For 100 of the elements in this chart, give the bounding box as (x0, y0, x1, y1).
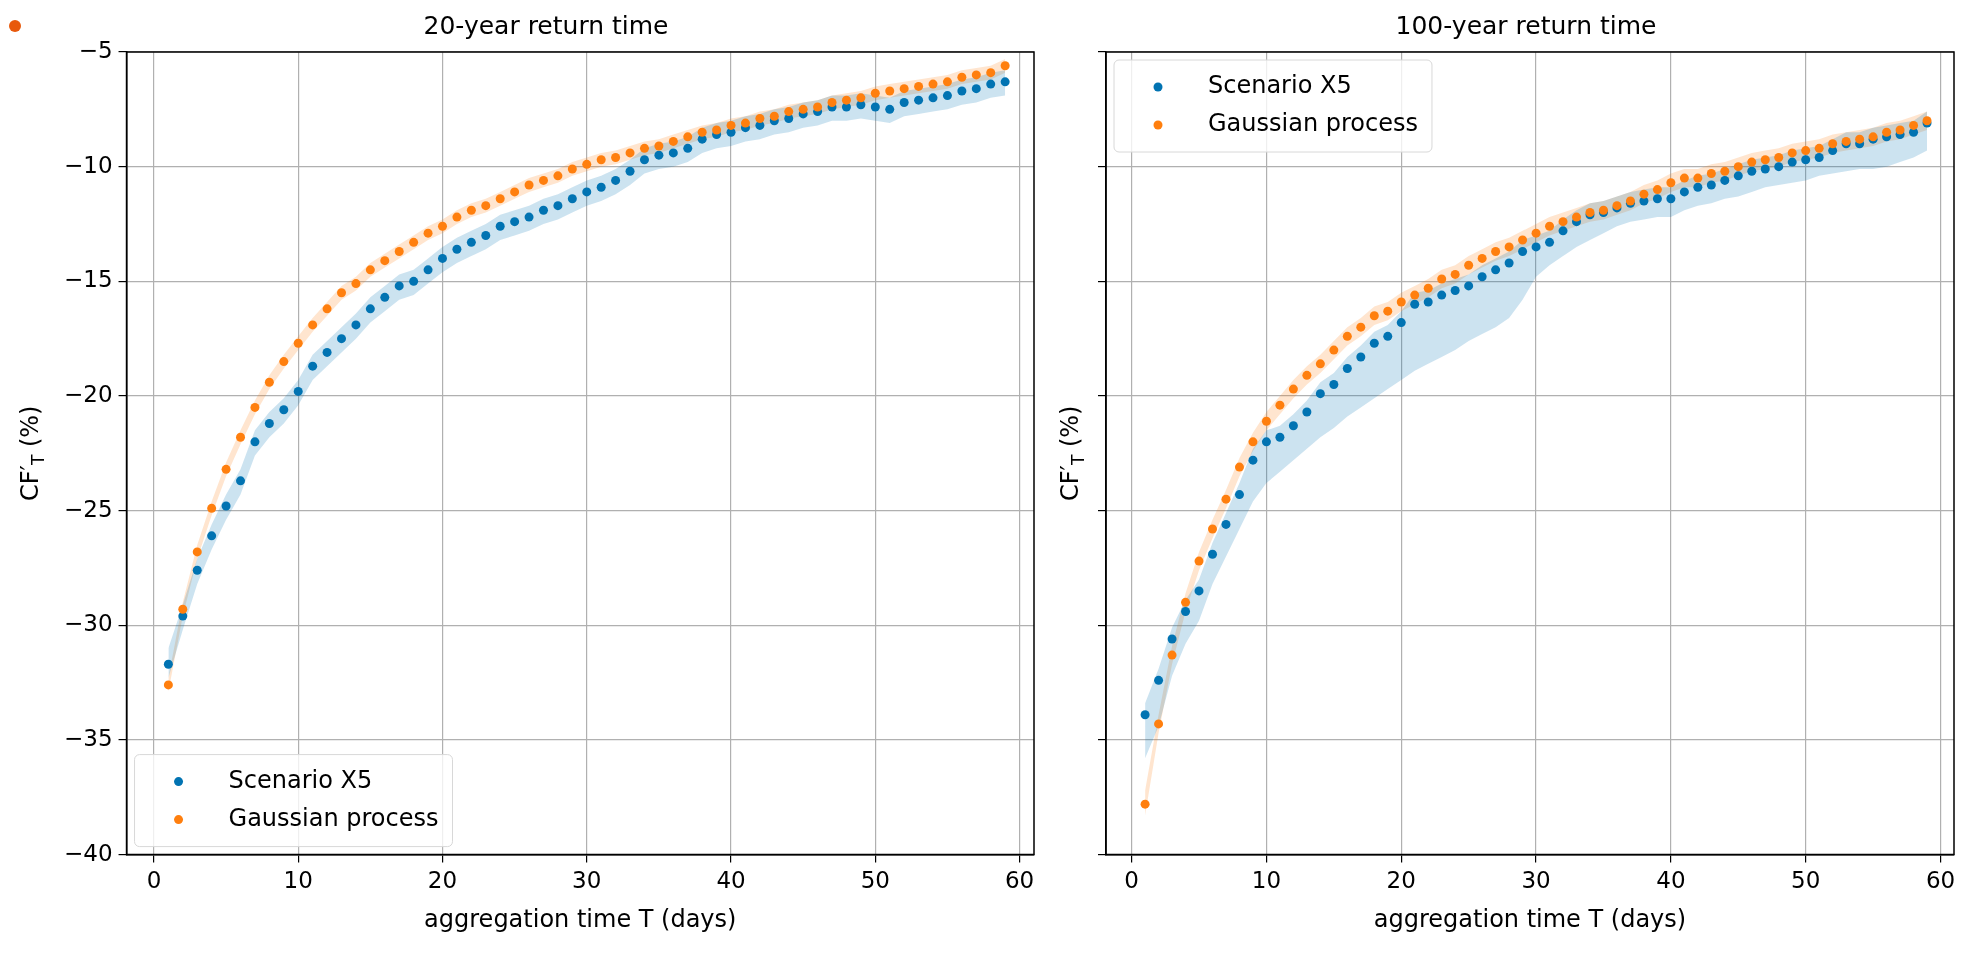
point (1814, 143, 1824, 153)
point (1396, 318, 1406, 328)
point (452, 244, 462, 254)
point (971, 84, 981, 94)
point (452, 212, 462, 222)
y-tick-label: −10 (63, 151, 113, 178)
point (221, 464, 231, 474)
point (639, 143, 649, 153)
point (1801, 155, 1811, 165)
point (538, 175, 548, 185)
point (1167, 634, 1177, 644)
legend-label: Gaussian process (1208, 109, 1418, 138)
point (1747, 166, 1757, 176)
point (899, 84, 909, 94)
x-tick-label: 20 (427, 867, 458, 894)
point (322, 304, 332, 314)
point (1666, 194, 1676, 204)
y-tick-label: −5 (78, 36, 113, 63)
point (1234, 490, 1244, 500)
point (207, 531, 217, 541)
point (841, 95, 851, 105)
point (365, 304, 375, 314)
point (942, 77, 952, 87)
point (351, 320, 361, 330)
point (1882, 127, 1892, 137)
point (1760, 155, 1770, 165)
point (1154, 675, 1164, 685)
point (553, 201, 563, 211)
point (1787, 148, 1797, 158)
point (1140, 799, 1150, 809)
point (1275, 400, 1285, 410)
x-tick-label: 40 (1656, 867, 1686, 894)
point (437, 253, 447, 263)
y-tick-label: −25 (63, 495, 113, 522)
point (1450, 285, 1460, 295)
point (1504, 258, 1514, 268)
point (1909, 120, 1919, 130)
point (813, 102, 823, 112)
point (769, 111, 779, 121)
point (481, 230, 491, 240)
point (683, 132, 693, 142)
point (928, 93, 938, 103)
x-tick-label: 40 (716, 867, 746, 894)
point (423, 265, 433, 275)
point (1410, 290, 1420, 300)
point (1315, 389, 1325, 399)
point (712, 125, 722, 135)
point (1167, 650, 1177, 660)
point (293, 338, 303, 348)
point (250, 402, 260, 412)
point (1693, 173, 1703, 183)
point (178, 604, 188, 614)
point (423, 228, 433, 238)
point (914, 81, 924, 91)
point (524, 180, 534, 190)
point (264, 418, 274, 428)
point (986, 68, 996, 78)
point (1248, 455, 1258, 465)
point (1356, 352, 1366, 362)
point (1909, 127, 1919, 137)
point (1518, 247, 1528, 256)
x-tick-label: 60 (1925, 867, 1956, 894)
x-tick-label: 30 (1521, 867, 1551, 894)
point (755, 114, 765, 123)
point (1895, 125, 1905, 135)
point (654, 141, 664, 151)
point (250, 437, 260, 447)
point (510, 187, 520, 197)
point (668, 136, 678, 146)
point (885, 104, 895, 114)
point (596, 182, 606, 192)
point (1531, 228, 1541, 238)
y-tick-label: −40 (63, 839, 113, 866)
point (1437, 274, 1447, 284)
point (1423, 297, 1433, 307)
point (1221, 494, 1231, 504)
point (784, 107, 794, 117)
point (654, 150, 664, 160)
point (466, 237, 476, 247)
point (1477, 253, 1487, 263)
point (1302, 407, 1312, 417)
point (1545, 221, 1555, 231)
x-tick-label: 50 (1791, 867, 1821, 894)
point (1000, 61, 1010, 71)
point (264, 377, 274, 387)
x-axis-title: aggregation time T (days) (424, 904, 737, 933)
point (1261, 416, 1271, 426)
point (236, 432, 246, 442)
point (409, 276, 419, 286)
point (1720, 166, 1730, 176)
point (1572, 212, 1582, 222)
point (957, 86, 967, 96)
point (827, 97, 837, 107)
point (394, 281, 404, 291)
point (337, 288, 346, 298)
point (740, 118, 750, 128)
point (567, 194, 577, 204)
chart-title: 20-year return time (423, 10, 669, 40)
point (1208, 549, 1218, 559)
point (495, 194, 505, 204)
